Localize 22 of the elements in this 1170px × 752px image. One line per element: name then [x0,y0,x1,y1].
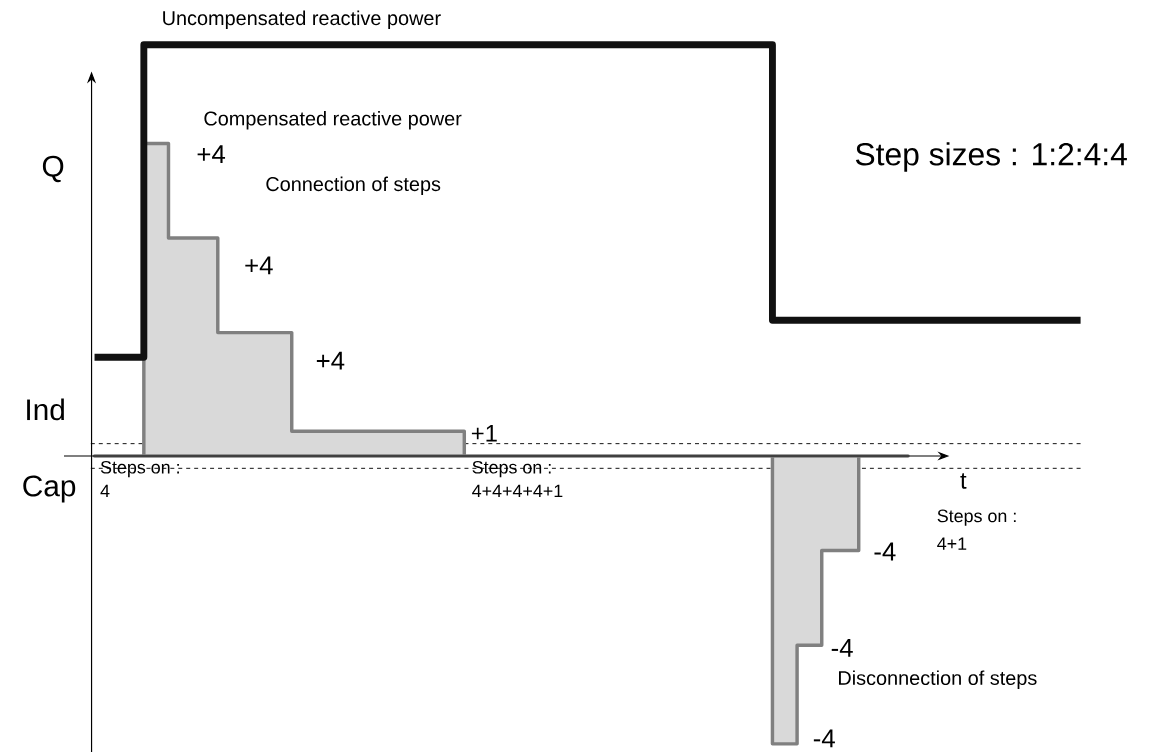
annotation: Disconnection of steps [839,670,1037,689]
annotation: -4 [874,542,896,561]
annotation: +1 [471,424,497,442]
annotation: Step sizes : 1:2:4:4 [855,142,1127,172]
annotation: -4 [813,729,835,748]
annotation: 4+1 [937,537,967,550]
annotation: -4 [831,638,853,657]
annotation: Connection of steps [266,176,441,195]
x-axis-title: t [960,473,967,489]
text: Ind [27,398,64,421]
annotation: Steps on : [100,460,179,478]
annotation: Steps on : [937,509,1016,526]
annotation: 4+4+4+4+1 [472,484,563,497]
annotation: +4 [197,145,226,163]
annotation: +4 [245,256,273,275]
series-label: Uncompensated reactive power [163,10,441,30]
y-axis-title: Q [42,155,64,183]
annotation: Steps on : [472,460,551,478]
annotation: +4 [316,351,345,370]
text: Cap [23,475,76,503]
series-label: Compensated reactive power [204,110,462,130]
annotation: 4 [100,484,110,497]
